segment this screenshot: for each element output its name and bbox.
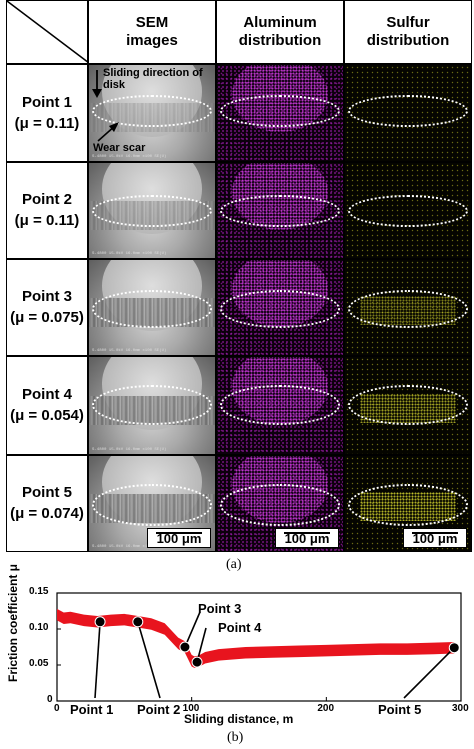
scale-bar: 100 μm xyxy=(275,528,339,548)
sem-image-point-2: S-4800 15.0kV 16.0mm x100 SE(U) xyxy=(89,163,215,258)
wear-scar-ellipse xyxy=(92,195,212,227)
wear-scar-ellipse xyxy=(348,290,468,328)
header-sem: SEM images xyxy=(126,14,178,49)
sliding-direction-arrow-icon xyxy=(92,70,102,98)
x-tick-label: 100 xyxy=(182,703,200,714)
sem-image-point-4: S-4800 15.0kV 16.0mm x100 SE(U) xyxy=(89,357,215,454)
point-marker xyxy=(191,656,203,668)
sem-image-point-1: S-4800 15.0kV 16.0mm x100 SE(U) xyxy=(89,65,215,161)
sulfur-map-point-5: 100 μm xyxy=(345,456,471,551)
header-aluminum: Aluminum distribution xyxy=(238,14,322,49)
wear-scar-ellipse xyxy=(348,95,468,127)
col-divider xyxy=(87,1,89,551)
point-leader-line xyxy=(403,647,455,699)
friction-chart xyxy=(56,592,462,702)
series-band xyxy=(57,608,455,668)
row-divider xyxy=(7,355,471,357)
point-marker xyxy=(94,616,106,628)
row-label-point-1: Point 1 (μ = 0.11) xyxy=(14,93,80,132)
corner-diagonal xyxy=(7,1,89,63)
point-label: Point 5 xyxy=(378,702,422,717)
row-label-point-5: Point 5 (μ = 0.074) xyxy=(10,484,84,522)
point-leader-line xyxy=(137,621,161,699)
aluminum-map-point-3 xyxy=(217,260,343,355)
row-label-point-4: Point 4 (μ = 0.054) xyxy=(10,386,84,424)
sulfur-map-point-1 xyxy=(345,65,471,161)
y-axis-label: Friction coefficient μ xyxy=(6,563,20,682)
point-label: Point 1 xyxy=(70,702,114,717)
x-tick-label: 200 xyxy=(317,703,335,714)
row-divider xyxy=(7,454,471,456)
point-marker xyxy=(179,641,191,653)
col-divider xyxy=(215,1,217,551)
x-tick-label: 0 xyxy=(54,703,60,714)
wear-scar-ellipse xyxy=(92,484,212,526)
caption-a: (a) xyxy=(226,557,242,572)
aluminum-map-point-4 xyxy=(217,357,343,454)
scale-bar: 100 μm xyxy=(403,528,467,548)
ticks xyxy=(56,592,462,702)
x-axis-label: Sliding distance, m xyxy=(184,712,294,726)
row-divider xyxy=(7,63,471,65)
wear-scar-ellipse xyxy=(220,385,340,425)
y-tick-label: 0.10 xyxy=(29,622,49,633)
wear-scar-ellipse xyxy=(220,95,340,127)
point-marker xyxy=(448,642,460,654)
figure-a-table: SEM images Aluminum distribution Sulfur dis… xyxy=(6,0,472,552)
sulfur-map-point-2 xyxy=(345,163,471,258)
y-tick-label: 0.15 xyxy=(29,586,49,597)
point-leader-line xyxy=(184,611,201,648)
row-label-point-3: Point 3 (μ = 0.075) xyxy=(10,288,84,326)
x-tick-label: 300 xyxy=(452,703,469,714)
wear-scar-arrow-icon xyxy=(97,122,119,142)
point-marker xyxy=(132,616,144,628)
sulfur-map-point-3 xyxy=(345,260,471,355)
point-leader-line xyxy=(94,621,101,699)
row-divider xyxy=(7,161,471,163)
wear-scar-label: Wear scar xyxy=(93,142,146,154)
wear-scar-ellipse xyxy=(92,290,212,328)
aluminum-map-point-2 xyxy=(217,163,343,258)
sem-image-point-3: S-4800 15.0kV 16.0mm x100 SE(U) xyxy=(89,260,215,355)
sulfur-map-point-4 xyxy=(345,357,471,454)
friction-series-band xyxy=(57,608,455,668)
col-divider xyxy=(343,1,345,551)
aluminum-map-point-5: 100 μm xyxy=(217,456,343,551)
wear-scar-ellipse xyxy=(220,290,340,328)
wear-scar-ellipse xyxy=(220,195,340,227)
sliding-direction-label: Sliding direction of disk xyxy=(103,67,203,91)
header-sulfur: Sulfur distribution xyxy=(366,14,450,49)
scale-bar: 100 μm xyxy=(147,528,211,548)
point-leader-line xyxy=(196,627,207,663)
wear-scar-ellipse xyxy=(92,385,212,425)
y-tick-label: 0.05 xyxy=(29,658,49,669)
plot-frame xyxy=(56,592,462,702)
point-markers xyxy=(94,611,460,699)
wear-scar-ellipse xyxy=(348,385,468,425)
wear-scar-ellipse xyxy=(348,484,468,526)
wear-scar-ellipse xyxy=(348,195,468,227)
wear-scar-ellipse xyxy=(220,484,340,526)
y-tick-label: 0 xyxy=(47,694,53,705)
row-divider xyxy=(7,258,471,260)
caption-b: (b) xyxy=(227,730,244,745)
point-label: Point 4 xyxy=(218,620,262,635)
aluminum-map-point-1 xyxy=(217,65,343,161)
point-label: Point 3 xyxy=(198,601,242,616)
wear-scar-ellipse xyxy=(92,95,212,127)
point-label: Point 2 xyxy=(137,702,181,717)
sem-image-point-5: S-4800 15.0kV 16.0mm x100 SE(U) 100 μm xyxy=(89,456,215,551)
row-label-point-2: Point 2 (μ = 0.11) xyxy=(14,191,80,229)
